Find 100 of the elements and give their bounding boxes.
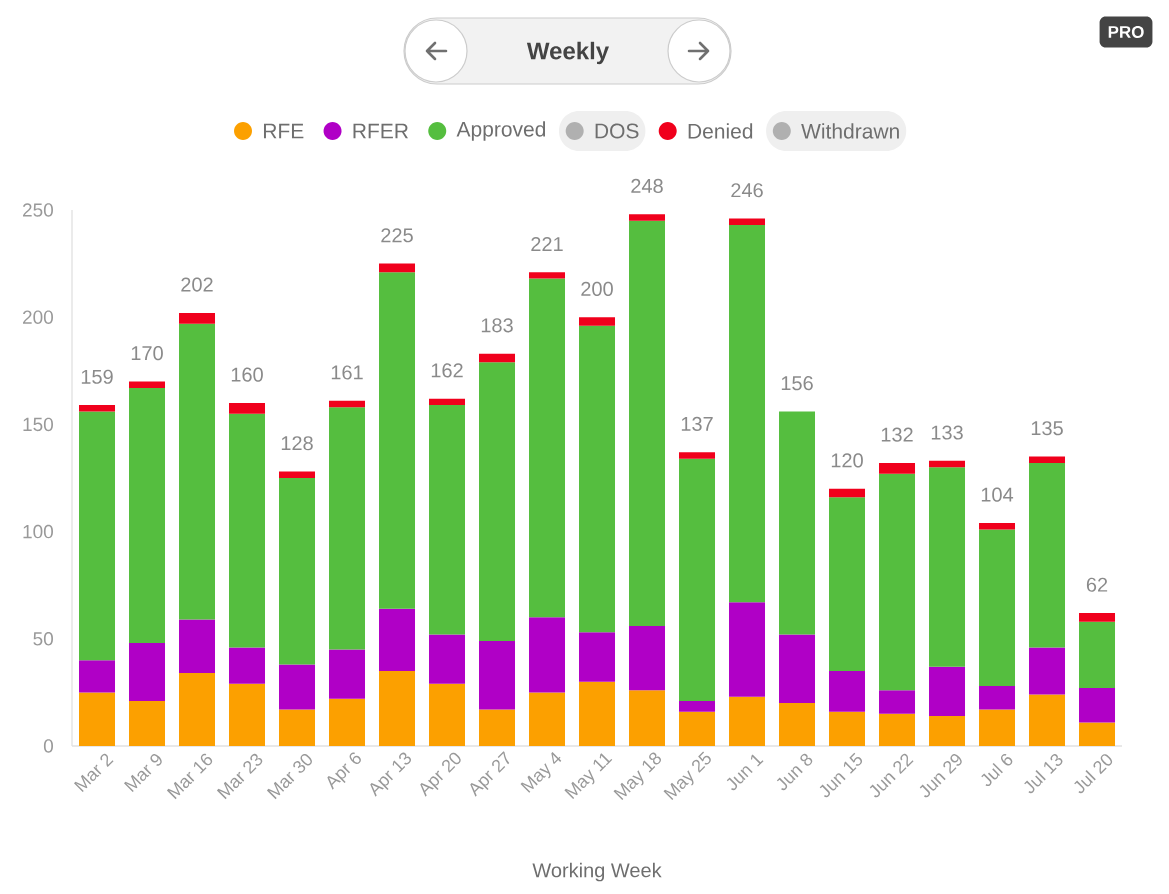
bar (629, 625, 666, 691)
bar (79, 660, 116, 693)
bar (429, 405, 466, 635)
bar (279, 478, 316, 665)
bar (679, 458, 716, 701)
bar (129, 700, 166, 746)
bar (1079, 621, 1116, 689)
total-label: 156 (781, 376, 813, 391)
bar (429, 634, 466, 684)
bar (529, 692, 566, 746)
bar (279, 664, 316, 710)
x-tick-label: Apr 13 (370, 752, 412, 797)
y-tick-label: 250 (23, 203, 53, 217)
bar (729, 602, 766, 697)
bar (179, 673, 216, 746)
x-tick-label: Jul 13 (1024, 754, 1063, 794)
total-label: 162 (431, 363, 463, 378)
bar (1029, 647, 1066, 695)
bar (579, 681, 616, 746)
bar (479, 353, 516, 363)
bar (929, 715, 966, 746)
x-tick-label: Jun 22 (869, 753, 914, 798)
x-tick-label: Jun 1 (726, 754, 764, 791)
y-tick-label: 100 (23, 524, 53, 539)
bar (1029, 694, 1066, 746)
total-label: 161 (331, 365, 363, 380)
bar (379, 608, 416, 671)
total-label: 221 (531, 236, 563, 251)
x-tick-label: Mar 2 (73, 753, 114, 793)
bar (429, 683, 466, 746)
bar (729, 218, 766, 226)
bar (329, 649, 366, 699)
bar (929, 460, 966, 468)
legend-label: DOS (595, 123, 639, 139)
bar (829, 711, 866, 746)
x-tick-label: Apr 27 (470, 751, 510, 797)
bar (179, 619, 216, 674)
bar (579, 325, 616, 633)
bar (879, 690, 916, 714)
text: PRO (1108, 25, 1144, 39)
bar (529, 617, 566, 693)
bar (79, 405, 116, 412)
total-label: 160 (231, 367, 263, 382)
bar (229, 647, 266, 684)
bar (879, 713, 916, 746)
x-tick-label: May 4 (520, 752, 562, 793)
x-tick-label: May 25 (663, 751, 711, 801)
total-label: 183 (481, 318, 513, 333)
bar (579, 632, 616, 682)
bar (629, 690, 666, 746)
bar (679, 711, 716, 746)
x-tick-label: Mar 23 (216, 753, 263, 800)
bar (229, 402, 266, 414)
total-label: 246 (731, 183, 763, 198)
bar (1079, 688, 1116, 723)
bar (229, 413, 266, 648)
x-tick-label: Mar 9 (123, 754, 162, 793)
bar (279, 709, 316, 746)
bar (1079, 722, 1116, 746)
bar (929, 467, 966, 667)
total-label: 200 (581, 281, 613, 296)
total-label: 137 (681, 416, 713, 431)
bar (129, 387, 166, 644)
bar (329, 698, 366, 746)
y-tick-label: 150 (23, 417, 53, 432)
bar (179, 312, 216, 324)
legend-label: RFE (263, 123, 304, 139)
bar (829, 670, 866, 712)
bar (379, 670, 416, 746)
bar (1079, 613, 1116, 622)
bar (779, 634, 816, 704)
bar (79, 411, 116, 661)
bar (779, 411, 816, 635)
x-tick-label: Jul 20 (1074, 754, 1113, 794)
x-tick-label: May 11 (564, 753, 613, 799)
bar (329, 400, 366, 408)
bar (79, 692, 116, 746)
bar (979, 709, 1016, 746)
total-label: 133 (931, 425, 963, 440)
bar (1029, 462, 1066, 648)
bar (979, 529, 1016, 686)
total-label: 159 (81, 369, 113, 384)
bar (979, 685, 1016, 710)
bar (879, 462, 916, 474)
bar (579, 317, 616, 326)
legend-label: Denied (688, 123, 753, 139)
total-label: 225 (381, 228, 413, 243)
bar (129, 381, 166, 388)
bar (929, 666, 966, 716)
legend-label: Approved (456, 121, 546, 141)
x-axis-title: Working Week (532, 862, 662, 882)
bar (529, 272, 566, 279)
x-tick-label: Jun 29 (919, 754, 962, 798)
x-tick-label: Apr 20 (420, 752, 461, 797)
bar (779, 703, 816, 746)
legend-label: Withdrawn (801, 123, 899, 139)
x-tick-label: Jun 15 (819, 752, 863, 798)
bar (729, 225, 766, 603)
bar (679, 700, 716, 712)
bar (179, 323, 216, 620)
